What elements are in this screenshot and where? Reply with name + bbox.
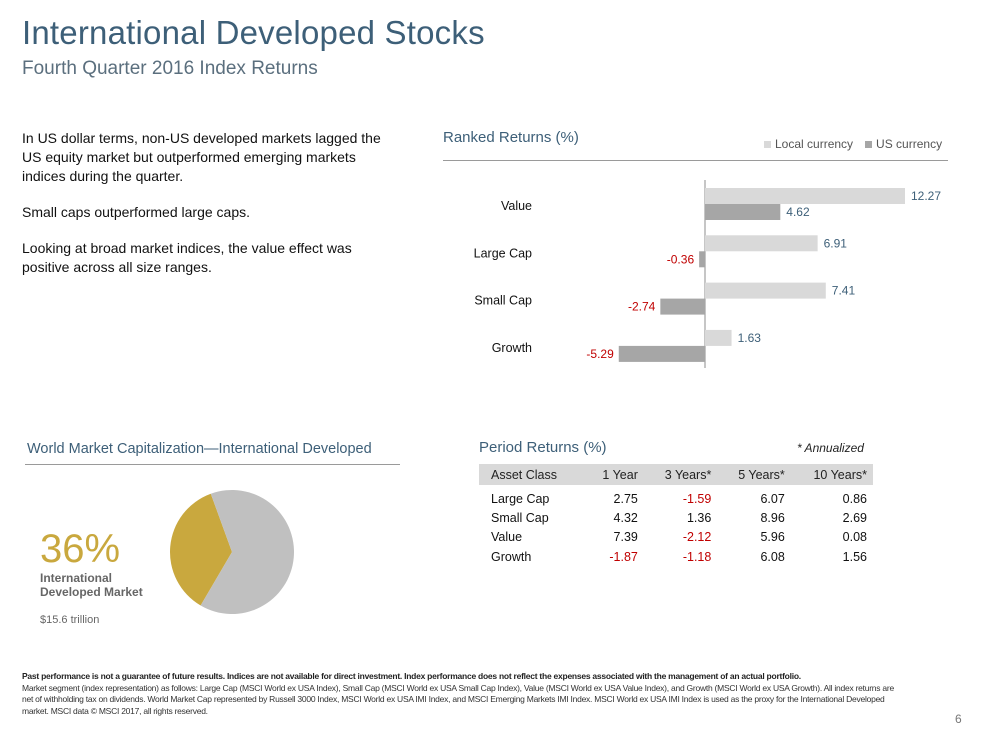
page-subtitle: Fourth Quarter 2016 Index Returns [22,58,318,79]
table-cell: 6.08 [760,549,785,564]
category-label: Large Cap [474,246,532,260]
market-cap-percent: 36% [40,527,121,571]
commentary-paragraph: Looking at broad market indices, the val… [22,240,352,275]
market-cap-pie [170,490,294,614]
legend-label-local: Local currency [775,137,854,151]
period-returns-table: Asset Class 1 Year 3 Years* 5 Years* 10 … [479,464,873,567]
category-label: Growth [492,341,532,355]
legend-label-us: US currency [876,137,943,151]
column-header: Asset Class [479,464,585,485]
category-label: Small Cap [474,294,532,308]
commentary-paragraph: In US dollar terms, non-US developed mar… [22,130,381,184]
legend-item-us: US currency [865,137,942,151]
legend-swatch-us [865,140,873,148]
table-cell: 8.96 [760,510,785,525]
table-cell: 7.39 [613,530,638,545]
column-header: 5 Years* [717,464,791,485]
ranked-returns-legend: Local currency US currency [764,137,942,151]
period-returns-heading: Period Returns (%) [479,439,607,456]
bar-local-value [705,188,906,204]
data-label: 4.62 [786,205,810,219]
table-cell: -1.18 [682,549,712,564]
bar-us-growth [618,345,705,362]
data-label: -0.36 [667,252,695,266]
legend-item-local: Local currency [764,137,853,151]
data-label: 6.91 [824,236,848,250]
table-cell: 4.32 [613,510,638,525]
table-cell: 5.96 [760,530,785,545]
data-label: 7.41 [832,284,856,298]
ranked-returns-chart: Value 12.27 4.62 Large Cap 6.91 -0.36 Small Ca… [474,180,941,368]
table-cell: -1.87 [609,549,638,564]
pie-slice-rest-of-world [200,490,294,614]
table-cell: 0.86 [842,491,867,506]
table-cell: Small Cap [491,510,549,525]
table-row: Value 7.39 -2.12 5.96 0.08 [479,528,873,548]
category-label: Value [501,199,532,213]
table-row: Large Cap 2.75 -1.59 6.07 0.86 [479,485,873,508]
market-cap-value: $15.6 trillion [40,614,100,626]
disclaimer-body: Market segment (index representation) as… [22,682,894,716]
table-cell: 6.07 [760,491,785,506]
commentary-paragraph: Small caps outperformed large caps. [22,204,250,220]
bar-local-large-cap [705,235,818,252]
bar-us-large-cap [699,251,705,268]
bar-us-small-cap [660,298,705,315]
table-cell: -2.12 [682,530,712,545]
bar-local-small-cap [705,282,826,299]
data-label: -5.29 [586,347,614,361]
table-header-row: Asset Class 1 Year 3 Years* 5 Years* 10 … [479,464,873,485]
annualized-note: * Annualized [797,441,864,455]
table-cell: 2.75 [613,491,638,506]
page-title: International Developed Stocks [22,14,485,51]
bar-local-growth [705,329,732,346]
bar-us-value [705,204,781,220]
column-header: 10 Years* [790,464,873,485]
table-cell: Large Cap [491,491,550,506]
ranked-returns-divider [443,160,948,161]
ranked-returns-heading: Ranked Returns (%) [443,129,579,146]
table-cell: 2.69 [842,510,867,525]
table-cell: 0.08 [842,530,867,545]
table-cell: 1.56 [842,549,867,564]
commentary: In US dollar terms, non-US developed mar… [22,129,402,294]
page-number: 6 [955,712,962,726]
disclaimer-lead: Past performance is not a guarantee of f… [22,671,801,681]
column-header: 3 Years* [643,464,718,485]
table-row: Small Cap 4.32 1.36 8.96 2.69 [479,508,873,528]
disclaimer: Past performance is not a guarantee of f… [22,671,907,717]
data-label: 12.27 [911,189,941,203]
table-cell: Value [491,530,523,545]
market-cap-divider [25,464,400,465]
legend-swatch-local [764,140,771,148]
pie-slice-international-developed [170,493,232,606]
data-label: 1.63 [738,331,762,345]
table-cell: 1.36 [686,510,712,525]
table-cell: -1.59 [682,491,712,506]
table-row: Growth -1.87 -1.18 6.08 1.56 [479,547,873,567]
market-cap-label: International Developed Market [40,571,143,599]
table-cell: Growth [491,549,532,564]
data-label: -2.74 [628,300,656,314]
market-cap-heading: World Market Capitalization—Internationa… [27,441,372,457]
column-header: 1 Year [584,464,644,485]
